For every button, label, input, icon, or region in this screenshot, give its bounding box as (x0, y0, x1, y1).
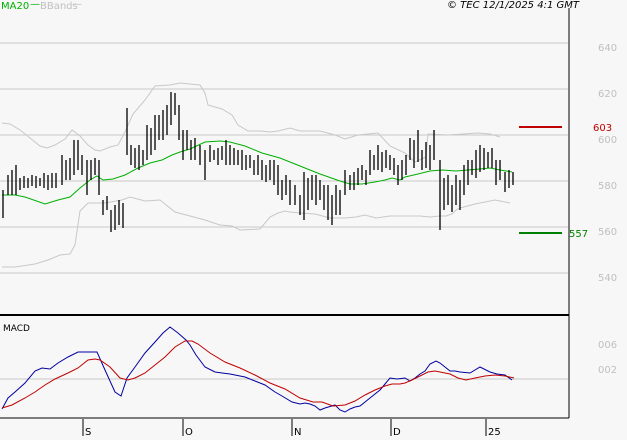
macd-y-tick-002: 002 (598, 365, 618, 376)
y-tick-600: 600 (598, 135, 618, 146)
bbands-lower (2, 196, 511, 268)
x-tick-n: N (294, 427, 302, 438)
x-tick-s: S (85, 427, 92, 438)
y-tick-580: 580 (598, 181, 618, 192)
price-grid (0, 42, 568, 274)
legend-bbands: BBands (40, 1, 78, 12)
signal-line (1, 340, 515, 409)
macd-y-tick-006: 006 (598, 340, 618, 351)
y-tick-540: 540 (598, 273, 618, 284)
legend-ma20-swatch: — (30, 0, 40, 10)
y-tick-640: 640 (598, 43, 618, 54)
ma20-line (2, 140, 513, 205)
bbands-upper (1, 82, 501, 163)
legend-bbands-swatch: — (72, 0, 82, 10)
x-tick-d: D (393, 427, 401, 438)
macd-title: MACD (3, 324, 30, 334)
macd-line (1, 326, 513, 413)
y-tick-620: 620 (598, 89, 618, 100)
support-label: 557 (569, 229, 589, 240)
chart-copyright: © TEC 12/1/2025 4:1 GMT (447, 0, 579, 11)
x-tick-o: O (185, 427, 193, 438)
resistance-label: 603 (593, 123, 613, 134)
x-tick-25: 25 (488, 427, 501, 438)
legend-ma20: MA20 (1, 1, 30, 12)
x-ticks (82, 419, 487, 436)
price-bars (2, 92, 514, 232)
y-tick-560: 560 (598, 227, 618, 238)
